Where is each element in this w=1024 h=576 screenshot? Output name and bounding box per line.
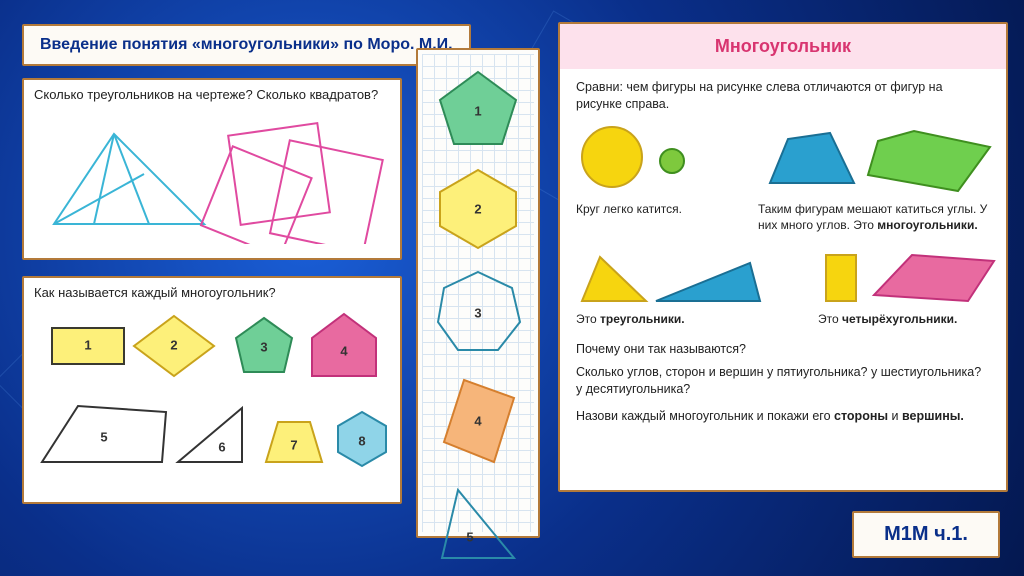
panel2-drawing: 1 2 3 4 5 6 7 8 bbox=[34, 302, 398, 486]
footer-label: М1М ч.1. bbox=[884, 523, 968, 545]
right-caption: Таким фигурам мешают катиться углы. У ни… bbox=[758, 201, 998, 233]
panel4-q1: Почему они так называются? bbox=[576, 341, 990, 358]
svg-text:1: 1 bbox=[474, 103, 481, 118]
strip-shape-4: 4 bbox=[430, 372, 526, 468]
panel4-q2: Сколько углов, сторон и вершин у пятиуго… bbox=[576, 364, 990, 398]
panel4-compare-row: Круг легко катится. Таким фигурам мешают… bbox=[576, 121, 990, 233]
panel4-q3: Назови каждый многоугольник и покажи его… bbox=[576, 408, 990, 425]
svg-text:5: 5 bbox=[466, 529, 473, 544]
panel2-question: Как называется каждый многоугольник? bbox=[34, 284, 390, 302]
panel4-intro: Сравни: чем фигуры на рисунке слева отли… bbox=[576, 79, 990, 113]
svg-text:3: 3 bbox=[260, 339, 267, 354]
polygons-figure bbox=[758, 121, 998, 197]
panel-name-polygons: Как называется каждый многоугольник? 1 2… bbox=[22, 276, 402, 504]
panel4-examples-row: Это треугольники. Это четырёхугольники. bbox=[576, 247, 990, 327]
svg-text:7: 7 bbox=[290, 437, 297, 452]
quad-caption: Это четырёхугольники. bbox=[818, 311, 1008, 327]
panel-textbook-page: Многоугольник Сравни: чем фигуры на рису… bbox=[558, 22, 1008, 492]
svg-text:4: 4 bbox=[340, 343, 348, 358]
svg-text:6: 6 bbox=[218, 439, 225, 454]
panel-triangles-squares: Сколько треугольников на чертеже? Скольк… bbox=[22, 78, 402, 260]
footer-label-card: М1М ч.1. bbox=[852, 511, 1000, 558]
tri-caption: Это треугольники. bbox=[576, 311, 766, 327]
page-title: Введение понятия «многоугольники» по Мор… bbox=[40, 36, 453, 53]
svg-text:2: 2 bbox=[170, 337, 177, 352]
panel1-question: Сколько треугольников на чертеже? Скольк… bbox=[34, 86, 390, 104]
panel-shape-strip: 1 2 3 4 5 bbox=[416, 48, 540, 538]
svg-text:2: 2 bbox=[474, 201, 481, 216]
strip-shape-5: 5 bbox=[430, 482, 526, 564]
strip-shape-1: 1 bbox=[430, 66, 526, 150]
panel1-drawing bbox=[34, 104, 394, 244]
svg-text:1: 1 bbox=[84, 337, 91, 352]
title-card: Введение понятия «многоугольники» по Мор… bbox=[22, 24, 471, 66]
strip-shape-2: 2 bbox=[430, 164, 526, 252]
svg-text:5: 5 bbox=[100, 429, 107, 444]
circles-figure bbox=[576, 121, 706, 197]
strip-shape-3: 3 bbox=[430, 266, 526, 358]
quads-figure bbox=[818, 247, 1008, 307]
panel4-heading: Многоугольник bbox=[715, 36, 851, 56]
panel4-heading-bar: Многоугольник bbox=[560, 24, 1006, 69]
svg-text:4: 4 bbox=[474, 413, 482, 428]
svg-text:8: 8 bbox=[358, 433, 365, 448]
triangles-figure bbox=[576, 247, 766, 307]
left-caption: Круг легко катится. bbox=[576, 201, 706, 217]
svg-text:3: 3 bbox=[474, 305, 481, 320]
